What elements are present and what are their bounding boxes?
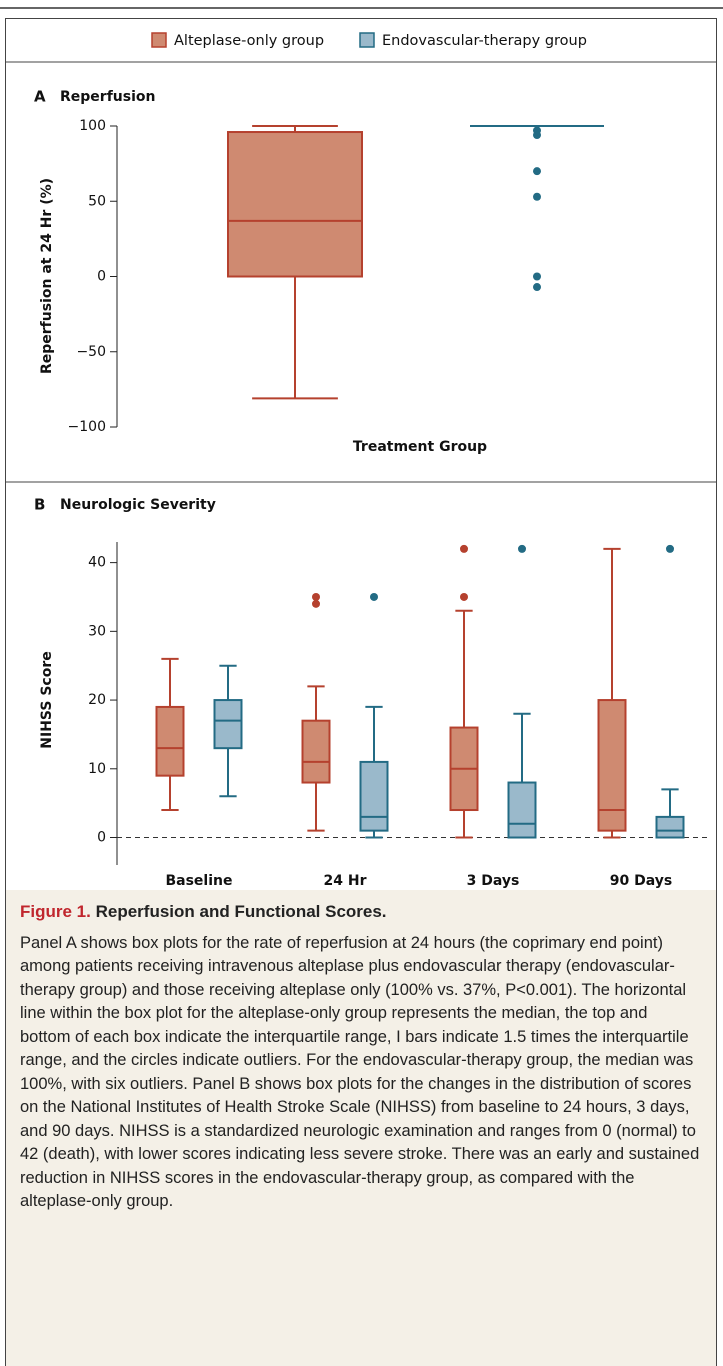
legend-label: Endovascular-therapy group [382, 33, 587, 49]
legend-label: Alteplase-only group [174, 33, 324, 49]
panel-title: Reperfusion [60, 89, 155, 105]
outlier [533, 272, 541, 281]
box [359, 760, 389, 832]
box [597, 699, 627, 832]
y-tick-label: 100 [79, 118, 106, 134]
outlier [460, 592, 468, 601]
x-tick-label: 3 Days [467, 873, 520, 889]
caption-heading: Figure 1. Reperfusion and Functional Sco… [20, 900, 702, 924]
x-axis-label: Treatment Group [353, 439, 487, 455]
x-tick-label: 24 Hr [324, 873, 367, 889]
y-tick-label: −50 [76, 344, 106, 360]
y-axis-label: NIHSS Score [39, 651, 55, 748]
outlier [460, 544, 468, 553]
outlier [370, 592, 378, 601]
panel-letter: B [34, 496, 45, 514]
outlier [533, 167, 541, 176]
y-tick-label: 0 [97, 830, 106, 846]
y-tick-label: −100 [68, 419, 106, 435]
figure: A Reperfusion B Neurologic Severity Trea… [0, 7, 723, 890]
box [507, 781, 537, 839]
panel-title: Neurologic Severity [60, 497, 216, 513]
y-tick-label: 30 [88, 623, 106, 639]
y-tick-label: 10 [88, 761, 106, 777]
box [227, 131, 363, 278]
outlier [312, 599, 320, 608]
outlier [533, 283, 541, 292]
box [301, 719, 331, 784]
box [155, 705, 185, 777]
outlier [533, 192, 541, 201]
outlier [518, 544, 526, 553]
box [213, 699, 243, 750]
legend-swatch [359, 32, 375, 48]
caption-text: Panel A shows box plots for the rate of … [20, 933, 700, 1211]
y-tick-label: 50 [88, 193, 106, 209]
caption-title: Reperfusion and Functional Scores. [95, 902, 387, 921]
legend-swatch [151, 32, 167, 48]
outlier [533, 131, 541, 140]
x-tick-label: Baseline [165, 873, 232, 889]
outlier [666, 544, 674, 553]
outlier [312, 592, 320, 601]
frame [5, 18, 717, 890]
box [655, 815, 685, 839]
panel-letter: A [34, 88, 46, 106]
y-tick-label: 40 [88, 555, 106, 571]
y-tick-label: 20 [88, 692, 106, 708]
y-axis-label: Reperfusion at 24 Hr (%) [39, 178, 55, 374]
x-tick-label: 90 Days [610, 873, 672, 889]
caption: Figure 1. Reperfusion and Functional Sco… [5, 890, 717, 1366]
figure-label: Figure 1. [20, 902, 91, 921]
y-tick-label: 0 [97, 269, 106, 285]
